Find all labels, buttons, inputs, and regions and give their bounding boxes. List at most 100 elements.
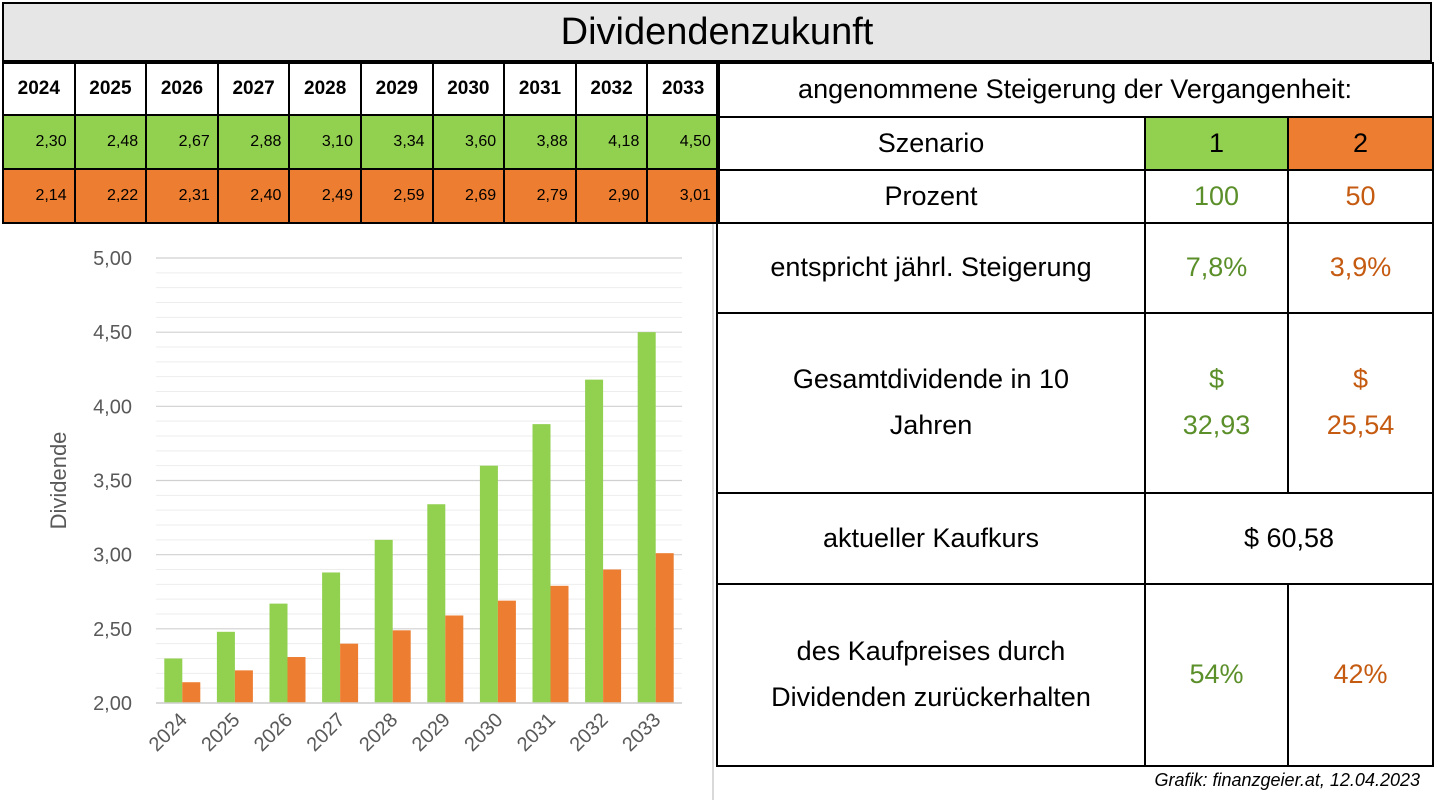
growth-2-cell: 3,9%: [1286, 222, 1434, 314]
x-tick-label: 2027: [303, 709, 350, 756]
x-tick-label: 2029: [408, 709, 455, 756]
year-cell: 2029: [359, 62, 434, 116]
bar-series2-2033: [655, 553, 674, 703]
scenario2-row: 2,14 2,22 2,31 2,40 2,49 2,59 2,69 2,79 …: [2, 168, 720, 224]
assumptions-header: angenommene Steigerung der Vergangenheit…: [715, 62, 1434, 118]
total-dividend-label: Gesamtdividende in 10 Jahren: [716, 312, 1146, 494]
growth-label: entspricht jährl. Steigerung: [716, 222, 1146, 314]
scenario2-cell: 2,14: [2, 168, 76, 224]
scenario-2-cell: 2: [1286, 116, 1434, 171]
year-header-row: 2024 2025 2026 2027 2028 2029 2030 2031 …: [2, 62, 720, 116]
assumptions-table: angenommene Steigerung der Vergangenheit…: [715, 62, 1434, 767]
bar-series1-2028: [374, 539, 393, 703]
growth-1-cell: 7,8%: [1144, 222, 1289, 314]
scenario2-cell: 2,90: [574, 168, 649, 224]
dividend-table: 2024 2025 2026 2027 2028 2029 2030 2031 …: [2, 62, 720, 224]
bar-series2-2025: [234, 670, 253, 703]
x-tick-label: 2026: [250, 709, 297, 756]
dividend-bar-chart: 2,00 2,50 3,00 3,50 4,00 4,50 5,00 Dividende 202…: [46, 248, 682, 756]
scenario2-cell: 2,40: [216, 168, 291, 224]
scenario-1-cell: 1: [1144, 116, 1289, 171]
x-tick-label: 2025: [197, 709, 244, 756]
year-cell: 2024: [2, 62, 76, 116]
scenario2-cell: 2,69: [431, 168, 506, 224]
y-tick-label: 2,00: [93, 693, 132, 715]
bar-series1-2025: [216, 631, 235, 703]
percent-1-cell: 100: [1144, 169, 1289, 224]
scenario1-row: 2,30 2,48 2,67 2,88 3,10 3,34 3,60 3,88 …: [2, 114, 720, 170]
return-label-line1: des Kaufpreises durch: [796, 636, 1066, 667]
y-tick-label: 3,50: [93, 471, 132, 493]
return-2-cell: 42%: [1286, 583, 1434, 767]
bar-series1-2031: [532, 424, 551, 703]
bar-series2-2027: [340, 643, 359, 703]
bar-series2-2031: [550, 585, 569, 703]
y-axis-label: Dividende: [46, 432, 71, 530]
total-dividend-2-currency: $: [1353, 364, 1369, 395]
year-cell: 2032: [574, 62, 649, 116]
scenario1-cell: 2,48: [73, 114, 148, 170]
year-cell: 2027: [216, 62, 291, 116]
total-dividend-2-value: 25,54: [1326, 410, 1395, 440]
scenario1-cell: 2,67: [145, 114, 219, 170]
y-tick-label: 4,00: [93, 396, 132, 418]
bar-series1-2029: [427, 504, 446, 703]
bar-series2-2024: [182, 682, 201, 703]
x-tick-label: 2030: [460, 709, 507, 756]
x-tick-label: 2033: [618, 709, 665, 756]
bar-series1-2032: [585, 379, 604, 703]
year-cell: 2026: [145, 62, 219, 116]
scenario2-cell: 3,01: [646, 168, 720, 224]
x-tick-label: 2031: [513, 709, 560, 756]
bar-series2-2028: [392, 630, 411, 703]
bar-series1-2027: [322, 572, 341, 703]
total-dividend-1-currency: $: [1208, 364, 1225, 395]
scenario2-cell: 2,59: [359, 168, 434, 224]
scenario1-cell: 3,60: [431, 114, 506, 170]
total-dividend-1-cell: $ 32,93: [1144, 312, 1289, 494]
x-tick-label: 2028: [355, 709, 402, 756]
year-cell: 2031: [503, 62, 577, 116]
y-tick-label: 5,00: [93, 248, 132, 270]
return-label-line2: Dividenden zurückerhalten: [771, 682, 1091, 712]
bar-series2-2029: [445, 615, 464, 703]
year-cell: 2030: [431, 62, 506, 116]
y-tick-label: 4,50: [93, 322, 132, 344]
x-tick-label: 2024: [145, 709, 192, 756]
scenario1-cell: 3,88: [503, 114, 577, 170]
scenario1-cell: 2,88: [216, 114, 291, 170]
total-dividend-label-line2: Jahren: [889, 410, 973, 440]
y-tick-label: 3,00: [93, 545, 132, 567]
bar-series1-2026: [269, 603, 288, 703]
scenario2-cell: 2,31: [145, 168, 219, 224]
credit-text: Grafik: finanzgeier.at, 12.04.2023: [1154, 770, 1421, 790]
bar-series1-2033: [637, 332, 656, 703]
page-title: Dividendenzukunft: [2, 2, 1432, 62]
return-label: des Kaufpreises durch Dividenden zurücke…: [716, 583, 1146, 767]
x-tick-label: 2032: [566, 709, 613, 756]
percent-label: Prozent: [716, 169, 1146, 224]
total-dividend-label-line1: Gesamtdividende in 10: [792, 364, 1070, 395]
bar-series2-2030: [497, 600, 516, 703]
return-1-cell: 54%: [1144, 583, 1289, 767]
year-cell: 2028: [288, 62, 362, 116]
bar-series1-2030: [479, 465, 498, 703]
scenario1-cell: 2,30: [2, 114, 76, 170]
price-label: aktueller Kaufkurs: [716, 492, 1146, 585]
scenario1-cell: 3,10: [288, 114, 362, 170]
scenario-label: Szenario: [716, 116, 1146, 171]
year-cell: 2025: [73, 62, 148, 116]
bar-series2-2032: [603, 569, 622, 703]
scenario1-cell: 4,18: [574, 114, 649, 170]
scenario2-cell: 2,22: [73, 168, 148, 224]
bar-series1-2024: [164, 658, 183, 703]
chart-panel: 2,00 2,50 3,00 3,50 4,00 4,50 5,00 Dividende 202…: [2, 224, 714, 800]
scenario2-cell: 2,79: [503, 168, 577, 224]
scenario1-cell: 3,34: [359, 114, 434, 170]
scenario1-cell: 4,50: [646, 114, 720, 170]
y-tick-label: 2,50: [93, 619, 132, 641]
scenario2-cell: 2,49: [288, 168, 362, 224]
bar-series2-2026: [287, 657, 306, 703]
price-value: $ 60,58: [1143, 492, 1434, 585]
year-cell: 2033: [646, 62, 720, 116]
